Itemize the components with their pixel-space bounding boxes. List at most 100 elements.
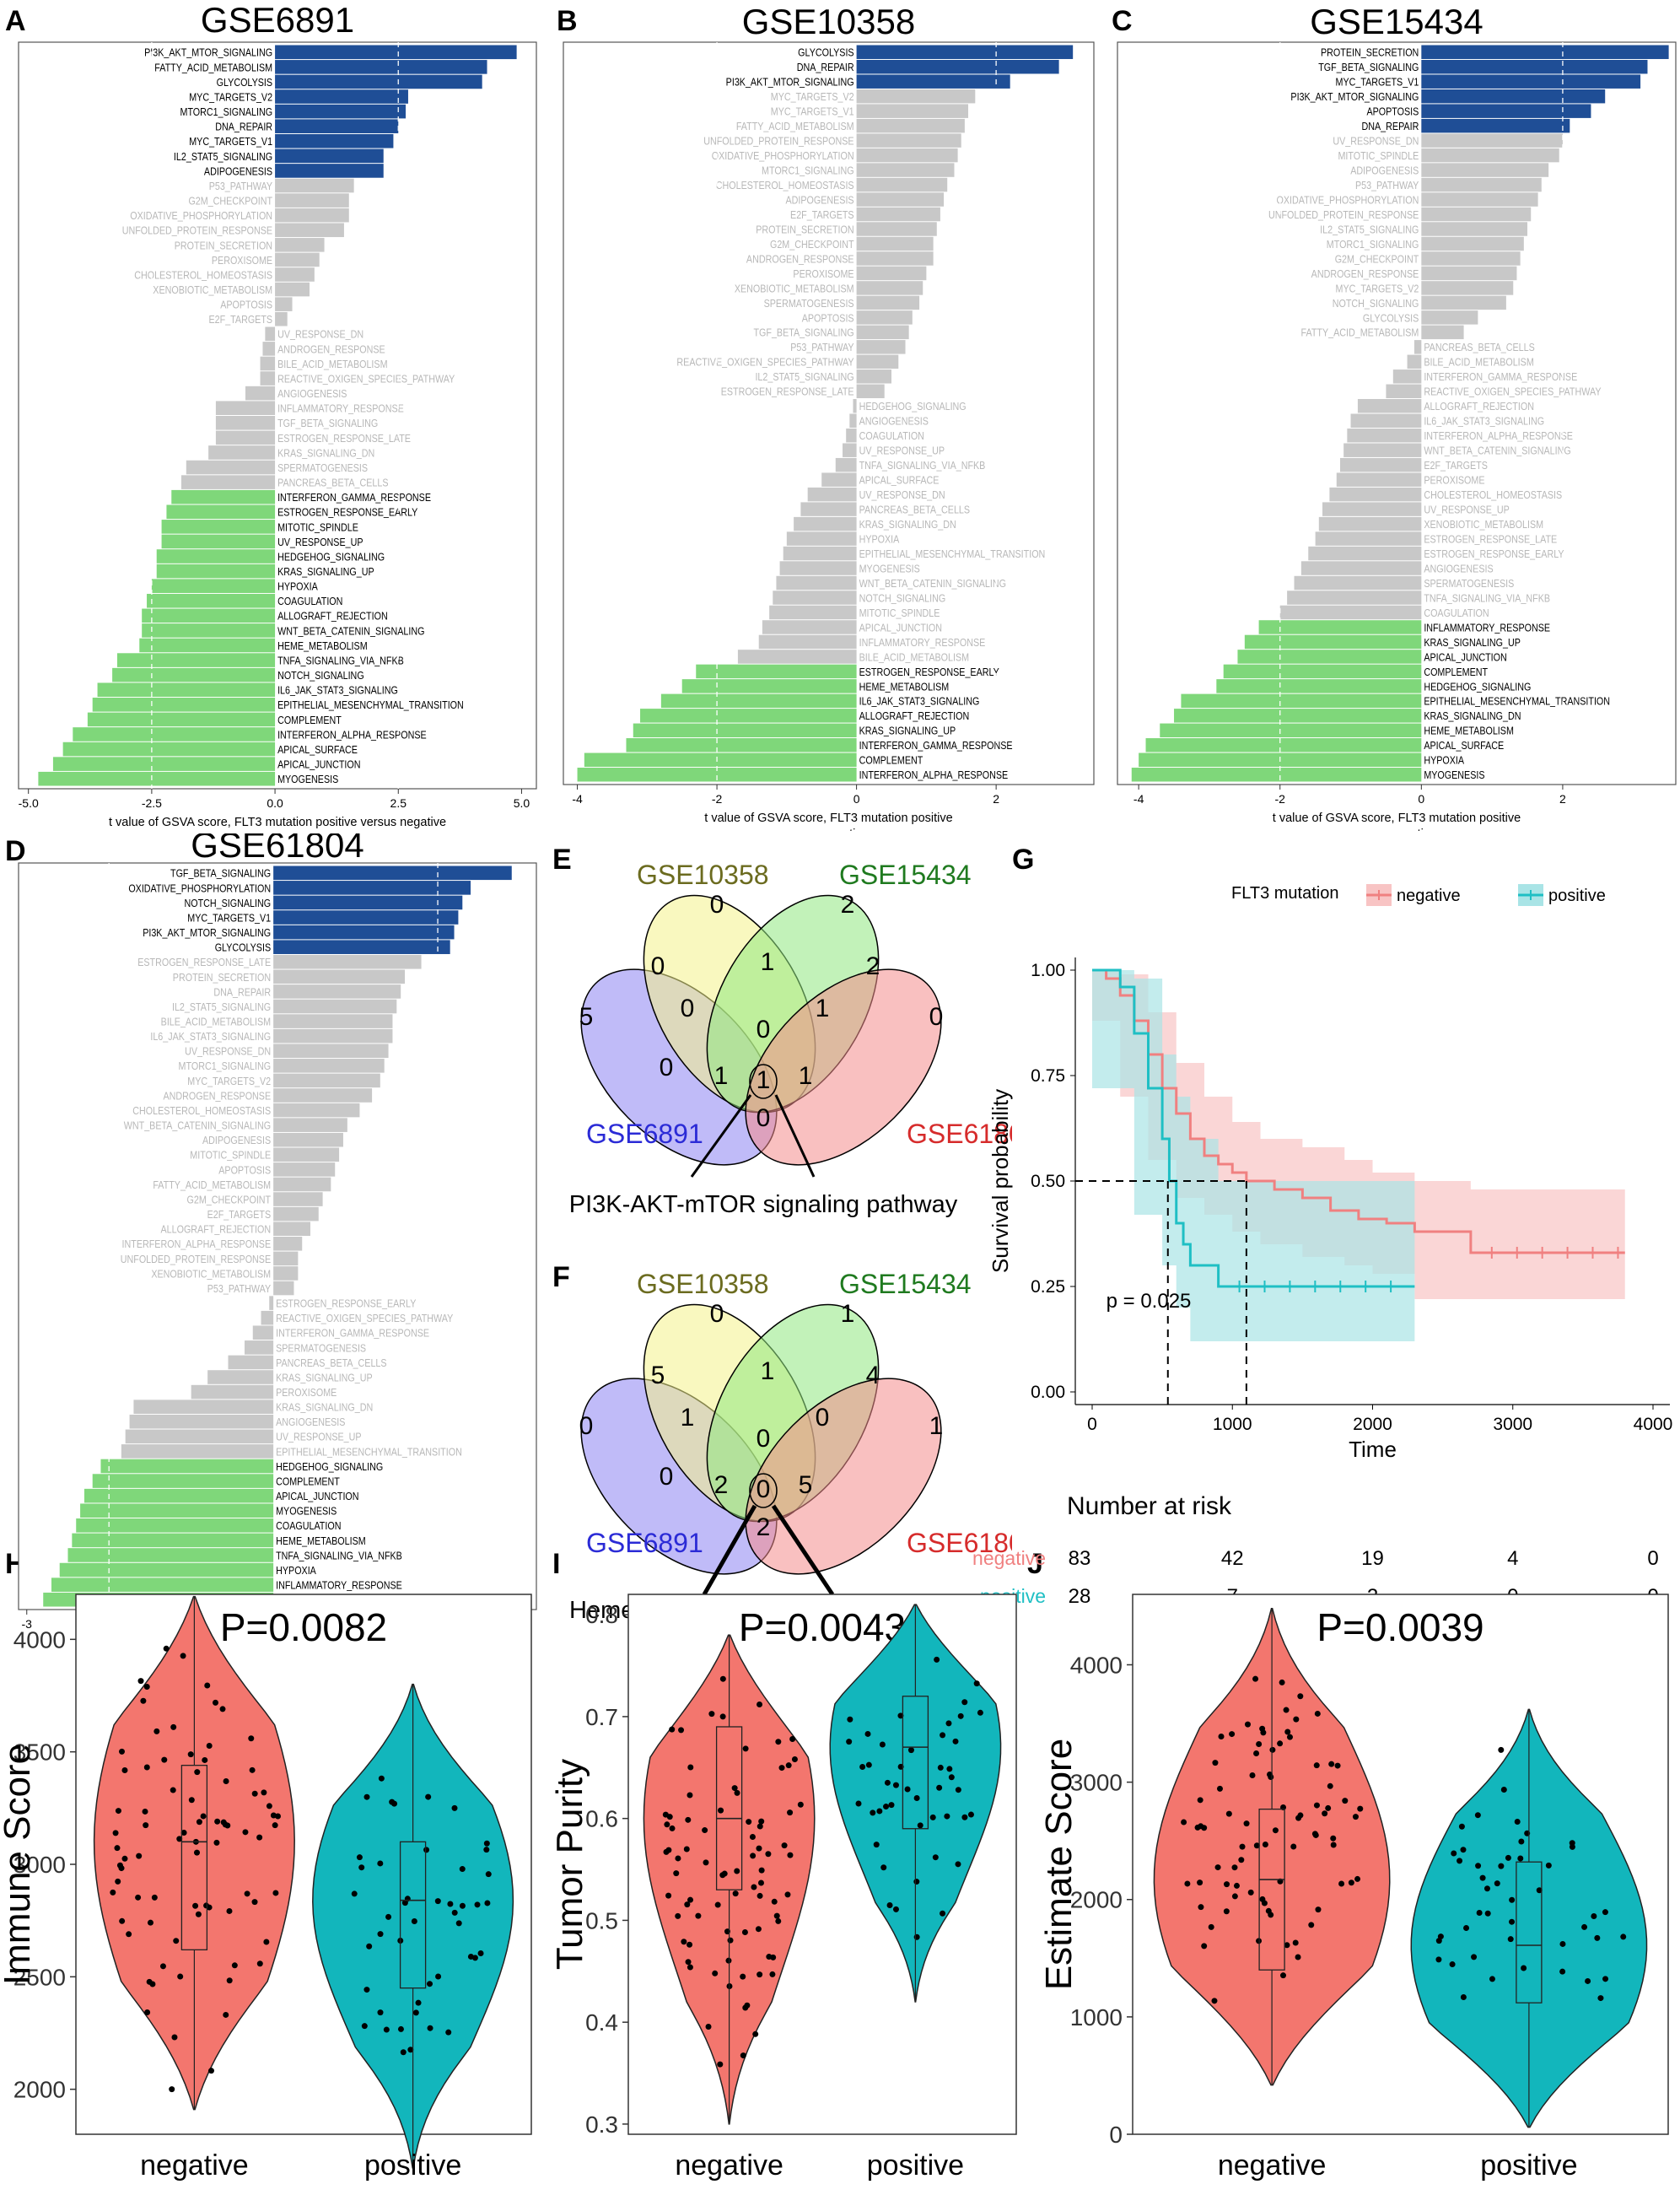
- venn-count: 0: [816, 1404, 830, 1432]
- pathway-label: NOTCH_SIGNALING: [1333, 298, 1419, 310]
- data-point: [1313, 1762, 1320, 1769]
- data-point: [1208, 1923, 1214, 1930]
- data-point: [1247, 1889, 1254, 1896]
- bar: [228, 1355, 274, 1370]
- bar: [1421, 45, 1669, 59]
- venn-diagram-e: GSE10358GSE15434GSE6891GSE61804020512010…: [569, 860, 1012, 1218]
- data-point: [151, 1894, 158, 1901]
- bar: [273, 1103, 360, 1118]
- data-point: [1198, 1904, 1204, 1911]
- venn-count: 0: [757, 1425, 771, 1453]
- legend-title: FLT3 mutation: [1231, 884, 1338, 903]
- data-point: [757, 1823, 763, 1830]
- y-tick-label: 0.4: [585, 2009, 618, 2036]
- data-point: [1514, 1818, 1521, 1825]
- data-point: [427, 1981, 433, 1987]
- data-point: [383, 2026, 390, 2033]
- pathway-label: BILE_ACID_METABOLISM: [859, 652, 969, 664]
- category-label: positive: [867, 2149, 964, 2182]
- data-point: [1201, 1943, 1208, 1950]
- bar: [275, 311, 288, 326]
- data-point: [749, 1834, 756, 1841]
- data-point: [397, 2025, 404, 2032]
- pathway-label: APOPTOSIS: [220, 299, 272, 311]
- bar: [856, 236, 934, 251]
- bar: [1421, 325, 1464, 340]
- data-point: [1483, 1885, 1490, 1892]
- bar: [1392, 369, 1422, 384]
- pathway-label: G2M_CHECKPOINT: [1335, 254, 1419, 266]
- data-point: [1330, 1835, 1337, 1842]
- data-point: [1602, 1909, 1608, 1916]
- data-point: [1314, 1710, 1321, 1717]
- data-point: [177, 1973, 184, 1980]
- data-point: [459, 1902, 466, 1909]
- pathway-label: UNFOLDED_PROTEIN_RESPONSE: [703, 136, 854, 148]
- data-point: [1211, 1998, 1218, 2004]
- pathway-label: HYPOXIA: [1424, 755, 1464, 767]
- data-point: [687, 1964, 693, 1971]
- x-tick-label: 2: [993, 792, 999, 806]
- category-label: negative: [140, 2149, 249, 2182]
- bar: [696, 664, 857, 679]
- kaplan-meier-plot: FLT3 mutation negative positive 0.00 0.25 0.5…: [972, 884, 1672, 1608]
- bar: [1329, 487, 1422, 502]
- data-point: [1581, 1923, 1588, 1930]
- pathway-label: KRAS_SIGNALING_UP: [859, 725, 956, 737]
- pointer-line: [771, 1504, 835, 1596]
- pathway-label: GLYCOLYSIS: [217, 77, 273, 89]
- pathway-label: PI3K_AKT_MTOR_SIGNALING: [144, 47, 272, 59]
- panel-label-c: C: [1112, 5, 1133, 37]
- venn-count: 1: [816, 995, 830, 1022]
- pathway-label: ESTROGEN_RESPONSE_EARLY: [1424, 548, 1564, 560]
- data-point: [118, 1748, 125, 1755]
- pathway-label: MTORC1_SIGNALING: [762, 165, 854, 177]
- bar: [273, 866, 512, 881]
- bar: [273, 1266, 299, 1281]
- bar: [1421, 281, 1514, 295]
- y-tick-label: 3000: [13, 1852, 66, 1878]
- pathway-label: MYC_TARGETS_V2: [189, 92, 272, 104]
- violin-plot-tumor-purity: P=0.0043 0.3 0.4 0.5 0.6 0.7 0.8 Tumor Purity ne…: [549, 1594, 1017, 2182]
- pathway-label: P53_PATHWAY: [209, 181, 273, 192]
- x-tick-label: 1000: [1213, 1415, 1252, 1434]
- data-point: [1295, 1954, 1301, 1960]
- data-point: [143, 1764, 150, 1771]
- data-point: [206, 1743, 213, 1750]
- legend-label: negative: [1397, 887, 1461, 905]
- data-point: [1262, 1842, 1268, 1848]
- data-point: [681, 1939, 687, 1945]
- violin-shape: [312, 1683, 514, 2169]
- bar: [275, 297, 293, 311]
- bar: [1181, 693, 1422, 709]
- bar: [87, 712, 276, 727]
- pathway-label: BILE_ACID_METABOLISM: [1424, 357, 1533, 369]
- data-point: [702, 1827, 708, 1834]
- data-point: [204, 1682, 211, 1689]
- data-point: [708, 1711, 715, 1718]
- data-point: [932, 1854, 939, 1861]
- x-axis-label: t value of GSVA score, FLT3 mutation pos…: [704, 812, 952, 825]
- data-point: [1197, 1797, 1203, 1804]
- data-point: [412, 2009, 419, 2016]
- panel-label-a: A: [5, 5, 26, 37]
- data-point: [1354, 1875, 1361, 1882]
- data-point: [880, 1864, 887, 1871]
- y-tick-label: 0.25: [1031, 1277, 1065, 1297]
- data-point: [685, 1816, 692, 1823]
- bar: [273, 1028, 393, 1044]
- pathway-label: APOPTOSIS: [1366, 106, 1419, 118]
- data-point: [755, 1926, 762, 1933]
- pathway-label: INFLAMMATORY_RESPONSE: [859, 637, 986, 649]
- bar: [856, 266, 927, 281]
- bar: [856, 59, 1059, 74]
- pathway-label: MYOGENESIS: [277, 774, 338, 785]
- pathway-label: APOPTOSIS: [802, 313, 854, 325]
- data-point: [1229, 1731, 1236, 1738]
- venn-count: 5: [579, 1003, 594, 1031]
- data-point: [669, 1726, 676, 1733]
- data-point: [477, 1950, 484, 1956]
- data-point: [1284, 1942, 1290, 1949]
- data-point: [1313, 1802, 1320, 1809]
- bar: [856, 295, 920, 310]
